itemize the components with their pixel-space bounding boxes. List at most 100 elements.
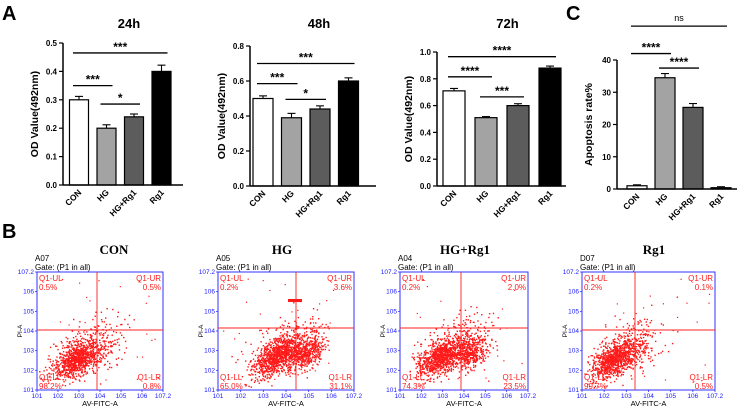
event-dot	[79, 321, 81, 323]
event-dot	[472, 361, 474, 364]
event-dot	[101, 358, 103, 360]
event-dot	[264, 376, 266, 378]
event-dot	[611, 350, 613, 353]
event-dot	[442, 365, 444, 367]
event-dot	[80, 341, 82, 343]
event-dot	[291, 336, 294, 338]
event-dot	[466, 351, 468, 354]
event-dot	[100, 359, 102, 362]
event-dot	[279, 354, 282, 356]
quadrant-lr-label: Q1-LR	[502, 373, 526, 382]
event-dot	[266, 364, 268, 367]
event-dot	[436, 377, 439, 379]
event-dot	[283, 343, 286, 345]
event-dot	[78, 362, 80, 365]
event-dot	[417, 360, 419, 363]
x-tick-label: Rg1	[707, 191, 726, 210]
event-dot	[263, 364, 265, 367]
event-dot	[420, 352, 423, 354]
event-dot	[314, 348, 317, 350]
event-dot	[109, 345, 112, 348]
event-dot	[309, 353, 311, 355]
event-dot	[435, 357, 437, 360]
event-dot	[75, 370, 77, 372]
event-dot	[426, 360, 428, 362]
event-dot	[424, 361, 426, 363]
event-dot	[82, 350, 84, 352]
event-dot	[434, 361, 436, 363]
event-dot	[73, 341, 75, 344]
event-dot	[285, 361, 287, 364]
event-dot	[477, 358, 479, 360]
event-dot	[301, 354, 303, 357]
event-dot	[300, 341, 302, 344]
event-dot	[94, 358, 97, 360]
event-dot	[454, 353, 456, 356]
event-dot	[328, 328, 330, 330]
event-dot	[484, 354, 486, 357]
event-dot	[474, 356, 477, 358]
event-dot	[427, 366, 429, 368]
event-dot	[273, 347, 275, 349]
event-dot	[83, 350, 85, 352]
event-dot	[91, 345, 93, 347]
event-dot	[262, 280, 264, 282]
event-dot	[110, 366, 113, 369]
event-dot	[484, 342, 487, 344]
event-dot	[446, 355, 448, 358]
event-dot	[314, 346, 316, 348]
event-dot	[647, 333, 650, 336]
event-dot	[102, 340, 104, 342]
event-dot	[265, 368, 267, 370]
event-dot	[434, 369, 437, 371]
event-dot	[617, 373, 619, 376]
event-dot	[257, 356, 260, 358]
y-tick-label: 103	[23, 348, 34, 355]
event-dot	[485, 332, 487, 334]
event-dot	[620, 363, 622, 365]
event-dot	[284, 351, 286, 353]
event-dot	[84, 346, 87, 348]
event-dot	[301, 350, 304, 352]
event-dot	[105, 340, 107, 342]
event-dot	[628, 349, 630, 352]
event-dot	[435, 347, 437, 350]
event-dot	[270, 376, 272, 378]
event-dot	[250, 360, 252, 362]
event-dot	[291, 359, 293, 361]
event-dot	[458, 342, 460, 345]
event-dot	[284, 350, 286, 352]
event-dot	[59, 371, 61, 373]
event-dot	[53, 368, 55, 370]
event-dot	[269, 356, 272, 359]
event-dot	[473, 351, 475, 353]
event-dot	[622, 350, 625, 352]
event-dot	[74, 352, 76, 354]
event-dot	[70, 350, 72, 352]
event-dot	[452, 337, 454, 340]
event-dot	[303, 361, 305, 363]
event-dot	[438, 356, 441, 358]
event-dot	[60, 359, 62, 361]
event-dot	[63, 361, 65, 364]
event-dot	[267, 328, 270, 330]
event-dot	[447, 329, 449, 331]
event-dot	[113, 343, 115, 345]
event-dot	[450, 367, 453, 369]
event-dot	[92, 352, 95, 355]
event-dot	[474, 359, 476, 361]
event-dot	[469, 357, 472, 359]
event-dot	[477, 342, 480, 344]
event-dot	[278, 370, 280, 372]
event-dot	[323, 338, 325, 340]
event-dot	[93, 354, 95, 356]
event-dot	[245, 360, 247, 362]
event-dot	[448, 331, 450, 333]
event-dot	[437, 353, 439, 356]
event-dot	[64, 373, 67, 375]
event-dot	[294, 344, 297, 346]
event-dot	[282, 339, 285, 342]
event-dot	[67, 374, 69, 376]
event-dot	[476, 359, 478, 361]
event-dot	[488, 313, 491, 315]
